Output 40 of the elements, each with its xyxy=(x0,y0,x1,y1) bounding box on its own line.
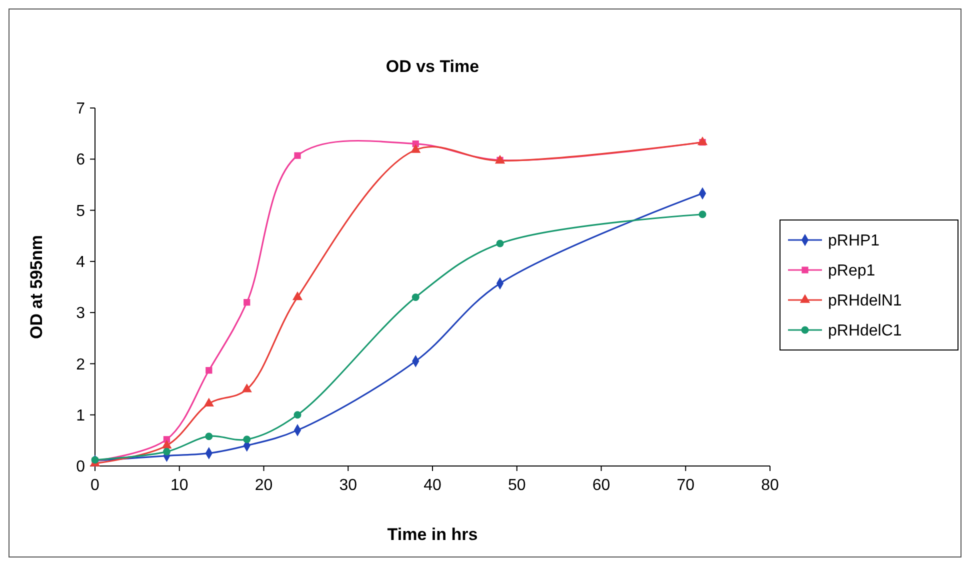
x-tick-label: 60 xyxy=(592,477,610,494)
legend-label: pRHdelN1 xyxy=(828,292,902,310)
legend-label: pRHdelC1 xyxy=(828,322,902,340)
point xyxy=(412,293,420,301)
point xyxy=(206,367,212,374)
y-tick-label: 1 xyxy=(76,407,86,424)
point xyxy=(162,440,172,448)
point xyxy=(204,398,214,407)
x-axis-title: Time in hrs xyxy=(387,525,478,544)
chart-title: OD vs Time xyxy=(386,57,480,76)
point xyxy=(697,136,708,146)
y-tick-label: 4 xyxy=(76,254,86,272)
x-tick-label: 50 xyxy=(508,477,526,494)
y-tick-label: 7 xyxy=(76,100,86,118)
point xyxy=(243,436,251,444)
y-tick-label: 0 xyxy=(76,458,86,476)
point xyxy=(242,383,252,392)
point xyxy=(162,448,170,456)
point xyxy=(294,152,301,159)
legend-label: pRep1 xyxy=(828,262,876,280)
y-tick-label: 6 xyxy=(76,152,86,169)
point xyxy=(294,411,302,419)
y-tick-label: 3 xyxy=(76,305,86,322)
x-tick-label: 10 xyxy=(170,477,188,494)
legend-label: pRHP1 xyxy=(828,232,880,250)
point xyxy=(698,210,706,218)
x-tick-label: 70 xyxy=(676,477,695,494)
x-tick-label: 80 xyxy=(761,477,779,494)
x-tick-label: 20 xyxy=(254,477,273,494)
y-tick-label: 2 xyxy=(76,356,86,374)
point xyxy=(244,299,250,306)
point xyxy=(410,144,421,153)
point xyxy=(292,291,303,300)
point xyxy=(205,432,213,440)
y-tick-label: 5 xyxy=(76,202,86,220)
x-tick-label: 30 xyxy=(339,477,358,494)
y-axis-title: OD at 595nm xyxy=(27,235,46,339)
x-tick-label: 40 xyxy=(424,477,442,494)
point xyxy=(496,240,504,248)
x-tick-label: 0 xyxy=(90,477,100,494)
